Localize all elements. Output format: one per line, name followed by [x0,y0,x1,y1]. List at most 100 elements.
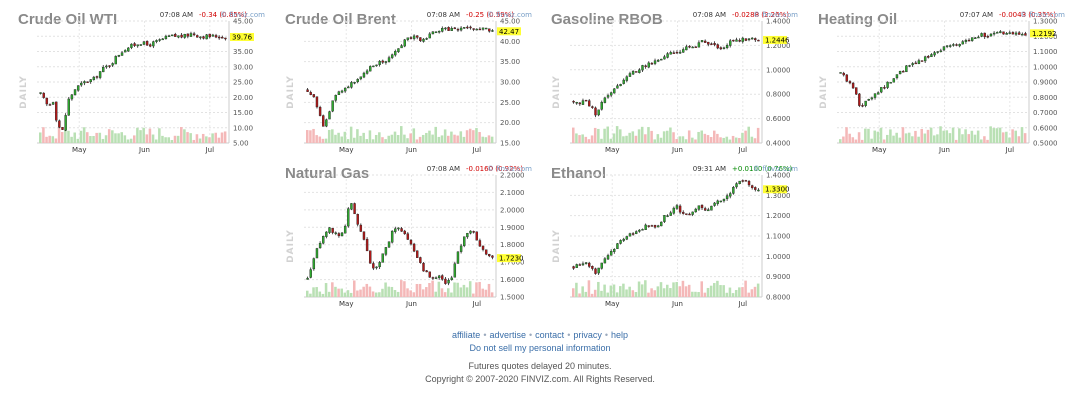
volume-bar [945,130,949,143]
candle [481,27,485,31]
contact-link[interactable]: contact [535,330,565,340]
volume-bar [387,286,390,297]
candle [757,188,760,192]
volume-bar [889,129,892,143]
advertise-link[interactable]: advertise [489,330,526,340]
candle [970,37,974,42]
quote-time: 07:08 AM [693,11,726,19]
candle [716,199,719,206]
volume-bar [428,283,431,297]
volume-bar [590,293,594,297]
y-tick-label: 45.00 [233,18,253,26]
volume-bar [189,133,192,143]
candle [315,96,319,109]
privacy-link[interactable]: privacy [573,330,602,340]
volume-bar [409,133,412,143]
volume-bar [631,290,635,297]
candle [591,105,594,109]
candle [365,237,369,252]
volume-bar [923,133,927,143]
help-link[interactable]: help [611,330,629,340]
chart-4: Natural Gas 07:08 AM -0.0160 (0.92%)© finv… [285,165,532,308]
volume-bar [475,128,478,143]
volume-bar [728,287,732,297]
volume-bar [164,137,167,143]
volume-bar [173,135,177,143]
candle [447,26,450,31]
volume-bar [70,136,73,143]
x-tick-label: Jul [472,146,482,154]
volume-bar [873,130,876,143]
y-tick-label: 45.00 [500,18,520,26]
volume-bar [876,131,880,143]
volume-bar [709,136,713,143]
candle [653,58,657,66]
quote-time: 07:08 AM [427,165,460,173]
volume-bar [1005,131,1008,143]
volume-bar [481,136,484,143]
candle [390,230,394,244]
candle [578,263,582,266]
volume-bar [484,137,488,143]
candle [688,212,691,216]
candle [456,251,460,264]
candle [491,255,494,260]
volume-bar [936,134,939,143]
candle [1014,31,1018,36]
footer-separator: • [483,330,487,340]
volume-bar [911,136,914,143]
candle [387,241,391,248]
candle [845,74,849,83]
volume-bar [687,284,691,297]
volume-bar [365,139,369,143]
candle [372,65,375,68]
affiliate-link[interactable]: affiliate [451,330,481,340]
candle [177,35,180,39]
volume-bar [145,134,149,143]
candle [133,42,136,47]
candle [697,205,701,211]
volume-bar [622,136,625,143]
change-value: -0.0160 (0.92%) [466,165,523,173]
candle [747,180,751,187]
candle [754,37,757,43]
do-not-sell-link[interactable]: Do not sell my personal information [469,343,611,353]
volume-bar [346,139,350,143]
volume-bar [678,286,682,297]
candle [905,65,908,73]
y-tick-label: 1.4000 [766,18,791,26]
y-tick-label: 1.4000 [766,172,791,180]
candle [403,229,406,235]
candle [609,249,613,256]
x-tick-label: May [339,146,353,154]
last-price-highlight [1030,29,1054,38]
daily-label: DAILY [819,75,829,109]
y-tick-label: 0.7000 [1033,109,1058,117]
candle [1024,31,1027,36]
volume-bar [393,290,397,297]
candle [578,102,582,106]
candle [949,44,952,48]
volume-bar [666,130,669,143]
last-price-highlight [497,27,521,36]
x-tick-label: Jul [205,146,215,154]
chart-1: Crude Oil Brent 07:08 AM -0.25 (0.59%)© fi… [285,11,532,154]
candle [359,223,363,232]
volume-bar [744,280,747,297]
volume-bar [51,136,55,143]
candle [463,236,466,248]
volume-bar [349,126,353,143]
candle [149,43,152,48]
x-tick-label: Jun [138,146,150,154]
candle [867,98,870,101]
volume-bar [365,283,369,297]
daily-label: DAILY [286,229,296,263]
volume-bar [431,280,434,297]
volume-bar [609,138,613,143]
candle [757,39,760,42]
volume-bar [901,127,905,143]
volume-bar [719,137,722,143]
volume-bar [472,293,475,297]
candle [616,83,619,89]
y-tick-label: 1.0000 [1033,63,1058,71]
